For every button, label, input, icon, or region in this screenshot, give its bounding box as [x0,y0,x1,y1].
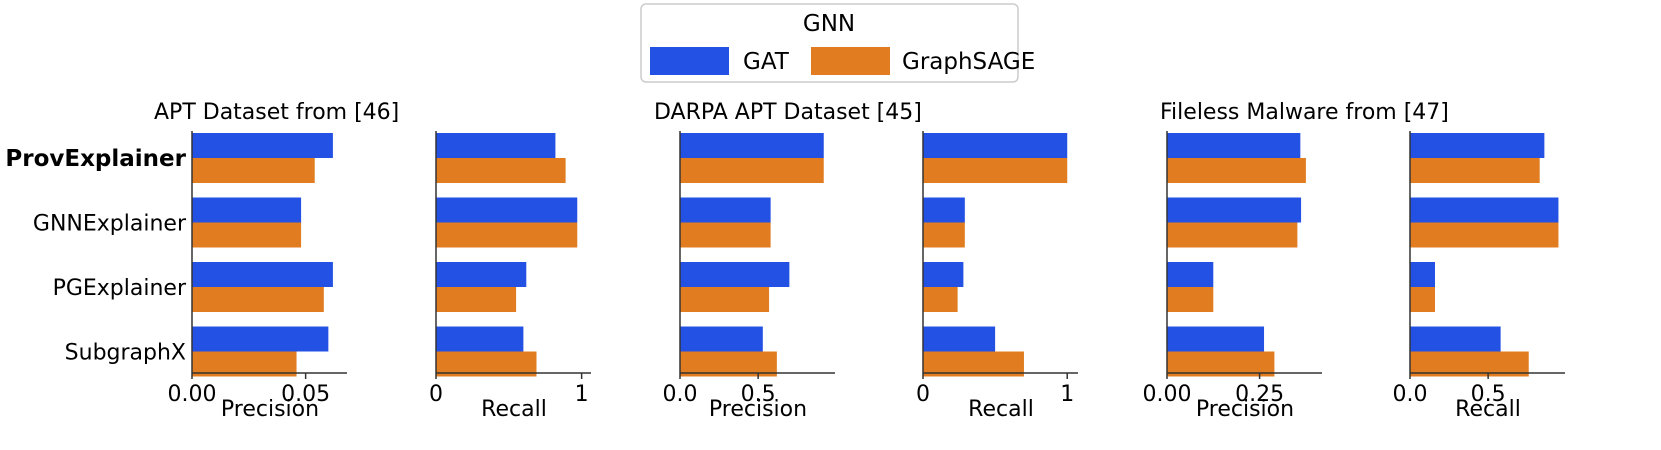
bar-graphsage-pgexplainer [1167,287,1214,312]
bar-gat-pgexplainer [436,262,527,287]
panel-2: 0 1 Recall [429,131,591,422]
bar-graphsage-pgexplainer [1410,287,1435,312]
x-tick-label: 0.5 [1471,382,1506,407]
x-axis-label: Recall [968,397,1034,422]
bar-graphsage-provexplainer [192,158,315,183]
group-title-apt: APT Dataset from [46] [154,100,399,125]
x-axis-label: Precision [709,397,807,422]
x-axis-label: Recall [1455,397,1521,422]
x-tick-label: 0.0 [1393,382,1428,407]
category-labels: ProvExplainer GNNExplainer PGExplainer Subg… [5,146,187,366]
x-axis-label: Precision [221,397,319,422]
bar-gat-provexplainer [192,133,333,158]
bar-graphsage-pgexplainer [680,287,770,312]
legend-swatch-gat [650,47,729,75]
bar-graphsage-provexplainer [680,158,824,183]
bar-gat-subgraphx [1167,326,1265,352]
x-axis-label: Recall [481,397,547,422]
bar-gat-pgexplainer [192,262,333,287]
legend-label-gat: GAT [743,49,790,75]
group-titles: APT Dataset from [46] DARPA APT Dataset … [154,100,1449,125]
x-tick-label: 1 [1060,382,1074,407]
bar-graphsage-provexplainer [923,158,1068,183]
bar-graphsage-gnnexplainer [192,222,302,248]
bar-graphsage-gnnexplainer [1410,222,1559,248]
group-title-darpa: DARPA APT Dataset [45] [654,100,922,125]
bar-graphsage-provexplainer [1167,158,1306,183]
x-tick-label: 0 [916,382,930,407]
bar-gat-provexplainer [1167,133,1301,158]
x-tick-label: 0.5 [741,382,776,407]
x-tick-label: 0.25 [1235,382,1284,407]
legend-frame [640,3,1019,83]
bar-gat-gnnexplainer [1167,197,1302,223]
bar-graphsage-gnnexplainer [680,222,771,248]
category-label-provexplainer: ProvExplainer [5,146,186,172]
bar-gat-gnnexplainer [436,197,578,223]
bar-gat-pgexplainer [680,262,790,287]
bar-gat-pgexplainer [923,262,964,287]
legend-label-graphsage: GraphSAGE [902,49,1035,75]
bar-gat-provexplainer [436,133,556,158]
bar-graphsage-pgexplainer [192,287,324,312]
bar-gat-subgraphx [680,326,763,352]
x-tick-label: 0 [429,382,443,407]
bar-graphsage-pgexplainer [923,287,958,312]
category-label-subgraphx: SubgraphX [65,341,186,366]
x-tick-label: 0.05 [281,382,330,407]
bar-gat-gnnexplainer [1410,197,1559,223]
bar-graphsage-provexplainer [436,158,566,183]
category-label-pgexplainer: PGExplainer [53,276,187,301]
bar-gat-provexplainer [1410,133,1545,158]
legend-title: GNN [803,11,855,37]
bar-graphsage-gnnexplainer [923,222,965,248]
legend-swatch-graphsage [811,47,890,75]
bar-graphsage-pgexplainer [436,287,517,312]
bar-graphsage-gnnexplainer [1167,222,1298,248]
bar-gat-gnnexplainer [923,197,965,223]
x-tick-label: 1 [575,382,589,407]
bar-gat-subgraphx [923,326,996,352]
bar-gat-gnnexplainer [192,197,302,223]
x-tick-label: 0.0 [663,382,698,407]
bar-graphsage-provexplainer [1410,158,1540,183]
bar-gat-subgraphx [436,326,524,352]
legend: GNN GAT GraphSAGE [640,3,1035,83]
bar-gat-pgexplainer [1410,262,1435,287]
bar-gat-provexplainer [680,133,824,158]
bar-gat-subgraphx [1410,326,1501,352]
x-tick-label: 0.00 [1143,382,1192,407]
bar-gat-subgraphx [192,326,329,352]
group-title-fileless: Fileless Malware from [47] [1160,100,1449,125]
x-axis-label: Precision [1196,397,1294,422]
bar-graphsage-gnnexplainer [436,222,578,248]
x-tick-label: 0.00 [168,382,217,407]
bar-gat-provexplainer [923,133,1068,158]
bar-gat-pgexplainer [1167,262,1214,287]
bar-gat-gnnexplainer [680,197,771,223]
panel-4: 0 1 Recall [916,131,1078,422]
category-label-gnnexplainer: GNNExplainer [33,212,187,237]
